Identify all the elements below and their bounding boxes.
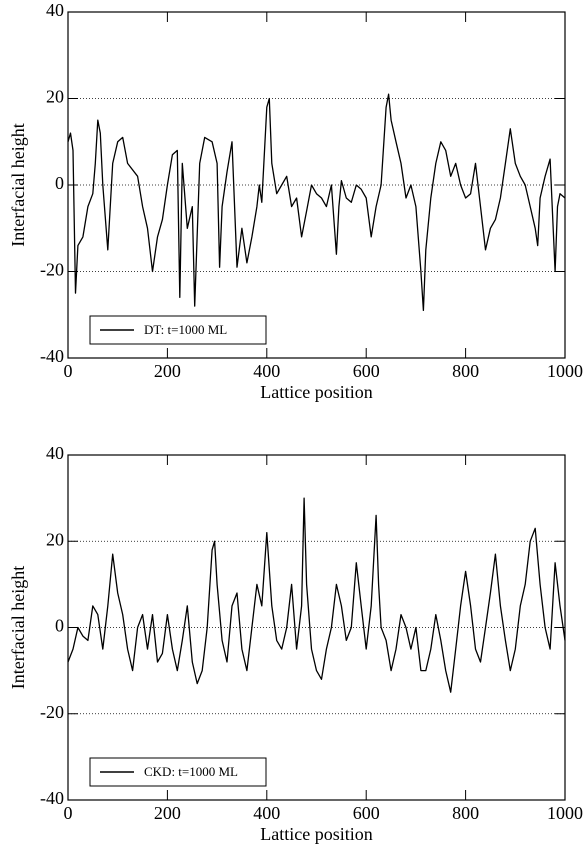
y-axis-label: Interfacial height (8, 566, 28, 689)
x-tick-label: 400 (253, 361, 280, 381)
y-tick-label: 0 (55, 616, 64, 636)
y-tick-label: 20 (46, 87, 64, 107)
y-tick-label: 20 (46, 529, 64, 549)
x-tick-label: 0 (64, 361, 73, 381)
y-tick-label: 40 (46, 0, 64, 20)
legend-label: DT: t=1000 ML (144, 322, 227, 337)
y-axis-label: Interfacial height (8, 123, 28, 246)
x-tick-label: 800 (452, 361, 479, 381)
plot-frame (67, 11, 566, 359)
y-tick-label: -40 (40, 346, 64, 366)
x-axis-label: Lattice position (260, 382, 372, 402)
y-tick-label: -40 (40, 788, 64, 808)
x-axis-label: Lattice position (260, 824, 372, 844)
y-tick-label: 0 (55, 173, 64, 193)
x-tick-label: 400 (253, 803, 280, 823)
x-tick-label: 1000 (547, 803, 583, 823)
plot-frame (67, 454, 566, 801)
x-tick-label: 1000 (547, 361, 583, 381)
y-tick-label: 40 (46, 443, 64, 463)
x-tick-label: 600 (353, 803, 380, 823)
y-tick-label: -20 (40, 702, 64, 722)
x-tick-label: 800 (452, 803, 479, 823)
data-line (67, 497, 566, 693)
x-tick-label: 600 (353, 361, 380, 381)
legend-label: CKD: t=1000 ML (144, 764, 238, 779)
x-tick-label: 200 (154, 803, 181, 823)
y-tick-label: -20 (40, 260, 64, 280)
x-tick-label: 0 (64, 803, 73, 823)
x-tick-label: 200 (154, 361, 181, 381)
data-line (67, 93, 566, 312)
